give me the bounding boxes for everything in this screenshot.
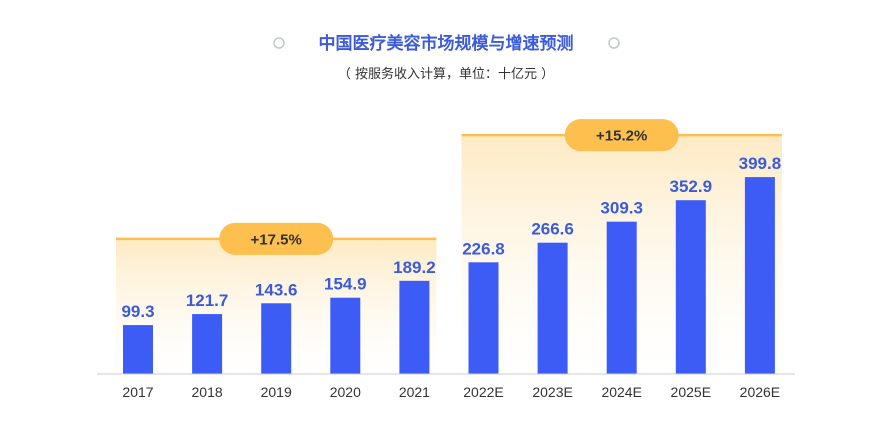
chart-subtitle: （ 按服务收入计算，单位：十亿元 ） [338, 66, 554, 82]
x-tick-2023E: 2023E [532, 384, 572, 400]
value-label-2022E: 226.8 [462, 239, 505, 258]
bar-2018 [192, 314, 223, 374]
bar-2022E [468, 262, 499, 374]
x-tick-2021: 2021 [399, 384, 430, 400]
value-label-2026E: 399.8 [739, 154, 782, 173]
bar-2017 [123, 325, 153, 374]
value-label-2023E: 266.6 [531, 220, 574, 239]
value-label-2019: 143.6 [255, 280, 298, 299]
growth-rate-badge-2 [564, 119, 679, 152]
growth-rate-badge-1 [219, 222, 334, 255]
bar-2021 [399, 280, 430, 374]
bar-2019 [261, 303, 292, 374]
value-label-2021: 189.2 [393, 258, 436, 277]
x-tick-2019: 2019 [261, 384, 292, 400]
value-label-2020: 154.9 [324, 275, 367, 294]
value-label-2025E: 352.9 [670, 177, 713, 196]
x-tick-2026E: 2026E [740, 384, 780, 400]
value-label-2018: 121.7 [186, 291, 229, 310]
growth-rate-label-1: +17.5% [251, 231, 302, 248]
title-dot-right [608, 37, 620, 49]
x-tick-2025E: 2025E [671, 384, 711, 400]
x-tick-2018: 2018 [192, 384, 223, 400]
chart-title: 中国医疗美容市场规模与增速预测 [319, 33, 574, 54]
bar-2024E [606, 221, 637, 374]
x-tick-2020: 2020 [330, 384, 361, 400]
bar-2025E [675, 200, 706, 374]
value-label-2017: 99.3 [121, 302, 154, 321]
bar-2020 [330, 297, 361, 374]
x-tick-2017: 2017 [122, 384, 153, 400]
growth-rate-label-2: +15.2% [596, 128, 647, 145]
x-tick-2024E: 2024E [601, 384, 641, 400]
bar-2023E [537, 242, 568, 374]
x-tick-2022E: 2022E [463, 384, 503, 400]
title-dot-left [273, 37, 285, 49]
bar-2026E [744, 177, 775, 374]
value-label-2024E: 309.3 [600, 199, 643, 218]
